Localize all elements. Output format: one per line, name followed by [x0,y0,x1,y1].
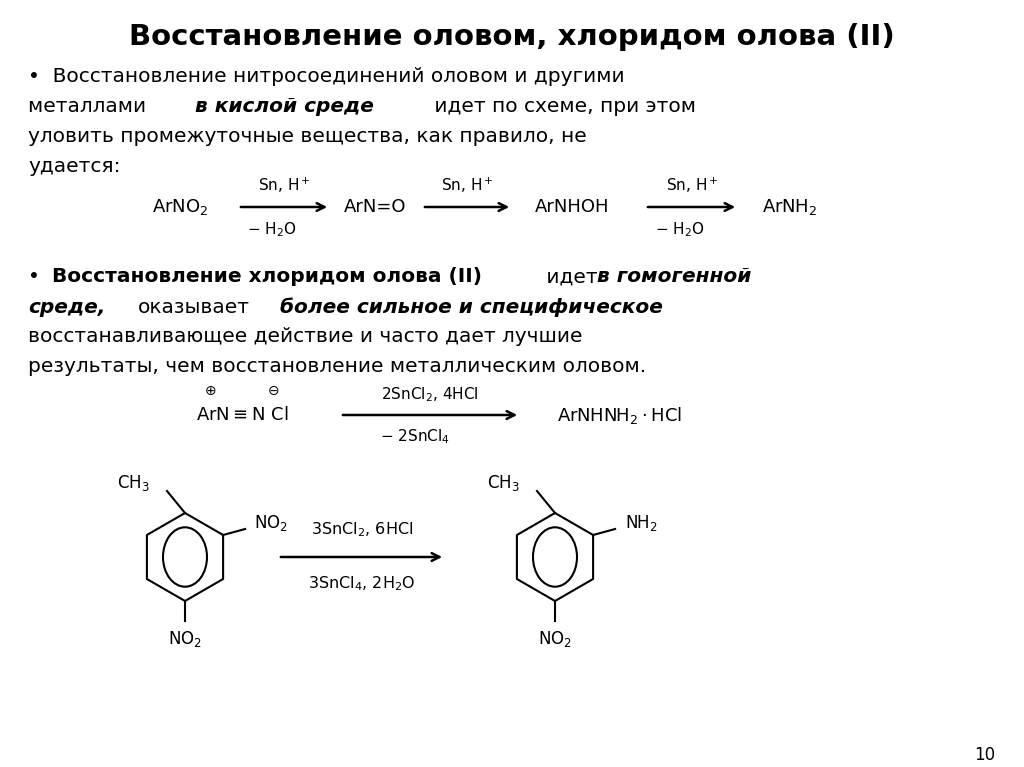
Text: •: • [28,268,40,287]
Text: 3SnCl$_4$, 2H$_2$O: 3SnCl$_4$, 2H$_2$O [308,574,416,594]
Text: Sn, H$^+$: Sn, H$^+$ [258,176,310,195]
Text: в кислой среде: в кислой среде [195,97,374,117]
Text: NO$_2$: NO$_2$ [538,629,572,649]
Text: NO$_2$: NO$_2$ [254,513,288,533]
Text: $-$ 2SnCl$_4$: $-$ 2SnCl$_4$ [380,428,450,446]
Text: NH$_2$: NH$_2$ [625,513,657,533]
Text: идет по схеме, при этом: идет по схеме, при этом [428,97,696,117]
Text: ArNHNH$_2\cdot$HCl: ArNHNH$_2\cdot$HCl [557,404,683,426]
Text: среде,: среде, [28,298,105,317]
Text: в гомогенной: в гомогенной [597,268,752,287]
Text: NO$_2$: NO$_2$ [168,629,202,649]
Text: результаты, чем восстановление металлическим оловом.: результаты, чем восстановление металличе… [28,357,646,377]
Text: $-$ H$_2$O: $-$ H$_2$O [247,221,297,239]
Text: $-$ H$_2$O: $-$ H$_2$O [655,221,705,239]
Text: ArN$\equiv$N Cl: ArN$\equiv$N Cl [196,406,288,424]
Text: оказывает: оказывает [138,298,250,317]
Text: ArNHOH: ArNHOH [535,198,609,216]
Text: уловить промежуточные вещества, как правило, не: уловить промежуточные вещества, как прав… [28,127,587,146]
Text: 3SnCl$_2$, 6HCl: 3SnCl$_2$, 6HCl [311,521,414,539]
Text: Восстановление хлоридом олова (II): Восстановление хлоридом олова (II) [52,268,482,287]
Text: $\oplus$: $\oplus$ [204,384,216,398]
Text: металлами: металлами [28,97,153,117]
Text: идет: идет [540,268,604,287]
Text: •  Восстановление нитросоединений оловом и другими: • Восстановление нитросоединений оловом … [28,67,625,87]
Text: удается:: удается: [28,157,121,176]
Text: 2SnCl$_2$, 4HCl: 2SnCl$_2$, 4HCl [381,386,479,404]
Text: $\ominus$: $\ominus$ [267,384,280,398]
Text: более сильное и специфическое: более сильное и специфическое [280,298,663,317]
Text: CH$_3$: CH$_3$ [486,473,519,493]
Text: CH$_3$: CH$_3$ [117,473,150,493]
Text: восстанавливающее действие и часто дает лучшие: восстанавливающее действие и часто дает … [28,328,583,347]
Text: ArN=O: ArN=O [344,198,407,216]
Text: Sn, H$^+$: Sn, H$^+$ [666,176,718,195]
Text: 10: 10 [974,746,995,764]
Text: ArNH$_2$: ArNH$_2$ [763,197,817,217]
Text: ArNO$_2$: ArNO$_2$ [152,197,208,217]
Text: Восстановление оловом, хлоридом олова (II): Восстановление оловом, хлоридом олова (I… [129,23,895,51]
Text: Sn, H$^+$: Sn, H$^+$ [440,176,494,195]
